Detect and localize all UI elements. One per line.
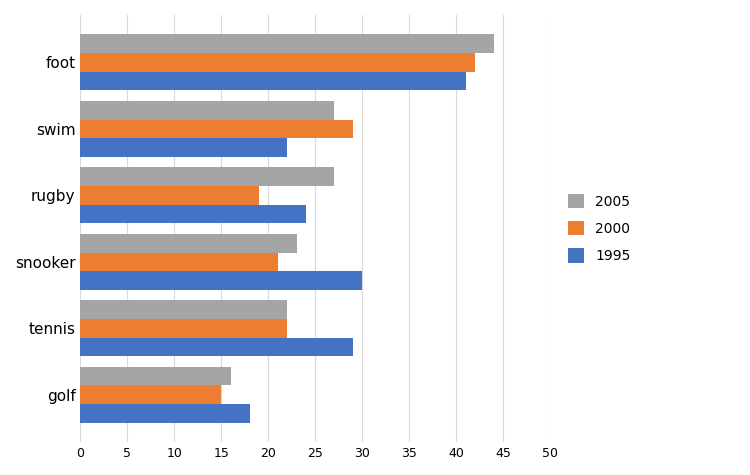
Bar xyxy=(80,367,231,386)
Bar xyxy=(80,205,306,223)
Bar xyxy=(80,120,353,138)
Bar xyxy=(80,386,221,404)
Bar xyxy=(80,404,250,423)
Bar xyxy=(80,253,278,271)
Bar xyxy=(80,234,297,253)
Legend: 2005, 2000, 1995: 2005, 2000, 1995 xyxy=(562,188,637,269)
Bar xyxy=(80,34,494,53)
Bar xyxy=(80,167,334,186)
Bar xyxy=(80,338,353,356)
Bar xyxy=(80,101,334,120)
Bar xyxy=(80,271,362,290)
Bar xyxy=(80,319,287,338)
Bar xyxy=(80,53,476,72)
Bar xyxy=(80,138,287,157)
Bar xyxy=(80,186,259,205)
Bar xyxy=(80,72,466,90)
Bar xyxy=(80,300,287,319)
